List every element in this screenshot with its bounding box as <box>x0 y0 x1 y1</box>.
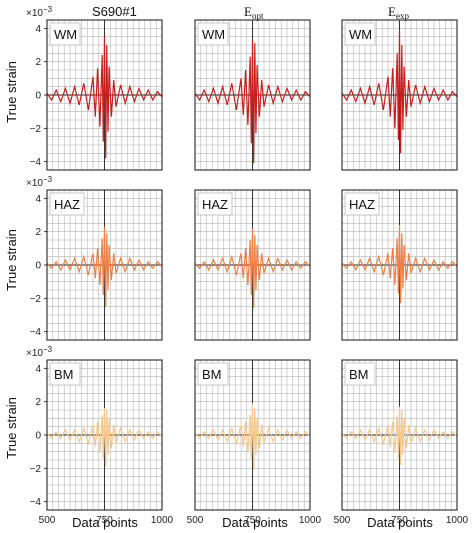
column-title-eexp: Eexp <box>388 4 409 21</box>
y-axis-label-wm: True strain <box>4 61 19 123</box>
axes-frame <box>341 359 458 511</box>
multiplier-exp: −3 <box>43 345 53 354</box>
y-tick-label: −4 <box>30 327 42 338</box>
column-title-eopt-sub: opt <box>252 11 264 21</box>
series-line-bm <box>46 408 163 467</box>
x-tick-label: 750 <box>96 515 113 526</box>
region-label: WM <box>349 27 372 42</box>
column-title-eopt: Eopt <box>244 4 264 21</box>
multiplier-row-bm: ×10−3 <box>26 345 53 359</box>
region-label-box <box>49 362 81 386</box>
panel-wm-3: WM <box>341 19 458 171</box>
panel-haz-2: HAZ <box>194 189 311 341</box>
region-label: HAZ <box>54 197 80 212</box>
region-label-box <box>49 192 85 216</box>
region-label-box <box>49 22 81 46</box>
x-axis-label-col3: Data points <box>367 515 433 530</box>
region-label: HAZ <box>349 197 375 212</box>
series-line-haz <box>341 224 458 304</box>
series-line-wm <box>194 39 311 164</box>
axes-frame <box>341 19 458 171</box>
y-tick-label: 4 <box>35 194 41 205</box>
panels: WM 4 2 0 −2 −4 WM WM HAZ 4 2 0 −2 −4 HAZ HAZ BM 4 2 0 −2 −4 50… <box>30 19 469 526</box>
series-line-haz <box>194 228 311 309</box>
multiplier-base: ×10 <box>26 348 43 359</box>
region-label: WM <box>202 27 225 42</box>
region-label-box <box>197 362 229 386</box>
y-axis-label-haz: True strain <box>4 229 19 291</box>
y-tick-label: −2 <box>30 124 42 135</box>
y-tick-label: −2 <box>30 294 42 305</box>
y-tick-label: 2 <box>35 397 41 408</box>
axes-frame <box>194 19 311 171</box>
panel-bm-1: BM 4 2 0 −2 −4 500 750 1000 <box>30 359 174 526</box>
y-tick-label: 0 <box>35 431 41 442</box>
sample-title: S690#1 <box>92 4 137 19</box>
region-label-box <box>344 22 376 46</box>
series-line-wm <box>341 29 458 154</box>
panel-bm-2: BM 500 750 1000 <box>187 359 322 526</box>
series-line-bm <box>341 406 458 466</box>
x-tick-label: 750 <box>391 515 408 526</box>
y-tick-label: −4 <box>30 497 42 508</box>
series-line-bm <box>194 403 311 471</box>
svg-text:×10−3: ×10−3 <box>26 5 53 19</box>
x-tick-label: 1000 <box>446 515 469 526</box>
panel-wm-1: WM 4 2 0 −2 −4 <box>30 19 163 171</box>
y-tick-label: 0 <box>35 91 41 102</box>
column-title-eexp-sub: exp <box>396 11 409 21</box>
panel-bm-3: BM 500 750 1000 <box>334 359 469 526</box>
x-tick-label: 500 <box>334 515 351 526</box>
y-tick-label: 0 <box>35 261 41 272</box>
axes-frame <box>194 189 311 341</box>
region-label: WM <box>54 27 77 42</box>
panel-haz-3: HAZ <box>341 189 458 341</box>
axes-frame <box>341 189 458 341</box>
multiplier-exp: −3 <box>43 5 53 14</box>
region-label: HAZ <box>202 197 228 212</box>
y-axis-label-bm: True strain <box>4 397 19 459</box>
multiplier-base: ×10 <box>26 8 43 19</box>
x-tick-label: 500 <box>187 515 204 526</box>
column-title-eexp-main: E <box>388 4 396 19</box>
x-tick-label: 1000 <box>299 515 322 526</box>
y-tick-label: −2 <box>30 464 42 475</box>
region-label: BM <box>202 367 222 382</box>
y-tick-label: 4 <box>35 364 41 375</box>
series-line-haz <box>46 226 163 307</box>
x-tick-label: 750 <box>244 515 261 526</box>
multiplier-row-wm: ×10−3 <box>26 5 53 19</box>
series-line-wm <box>46 36 163 159</box>
y-tick-label: −4 <box>30 157 42 168</box>
x-tick-label: 1000 <box>151 515 174 526</box>
region-label-box <box>197 22 229 46</box>
y-tick-label: 4 <box>35 24 41 35</box>
multiplier-base: ×10 <box>26 178 43 189</box>
column-title-eopt-main: E <box>244 4 252 19</box>
svg-text:×10−3: ×10−3 <box>26 175 53 189</box>
region-label-box <box>344 362 376 386</box>
region-label: BM <box>349 367 369 382</box>
multiplier-exp: −3 <box>43 175 53 184</box>
multiplier-row-haz: ×10−3 <box>26 175 53 189</box>
region-label-box <box>344 192 380 216</box>
svg-text:×10−3: ×10−3 <box>26 345 53 359</box>
x-axis-label-col1: Data points <box>72 515 138 530</box>
panel-wm-2: WM <box>194 19 311 171</box>
y-tick-label: 2 <box>35 57 41 68</box>
axes-frame <box>194 359 311 511</box>
x-tick-label: 500 <box>39 515 56 526</box>
region-label: BM <box>54 367 74 382</box>
x-axis-label-col2: Data points <box>222 515 288 530</box>
panel-haz-1: HAZ 4 2 0 −2 −4 <box>30 189 163 341</box>
y-tick-label: 2 <box>35 227 41 238</box>
region-label-box <box>197 192 233 216</box>
